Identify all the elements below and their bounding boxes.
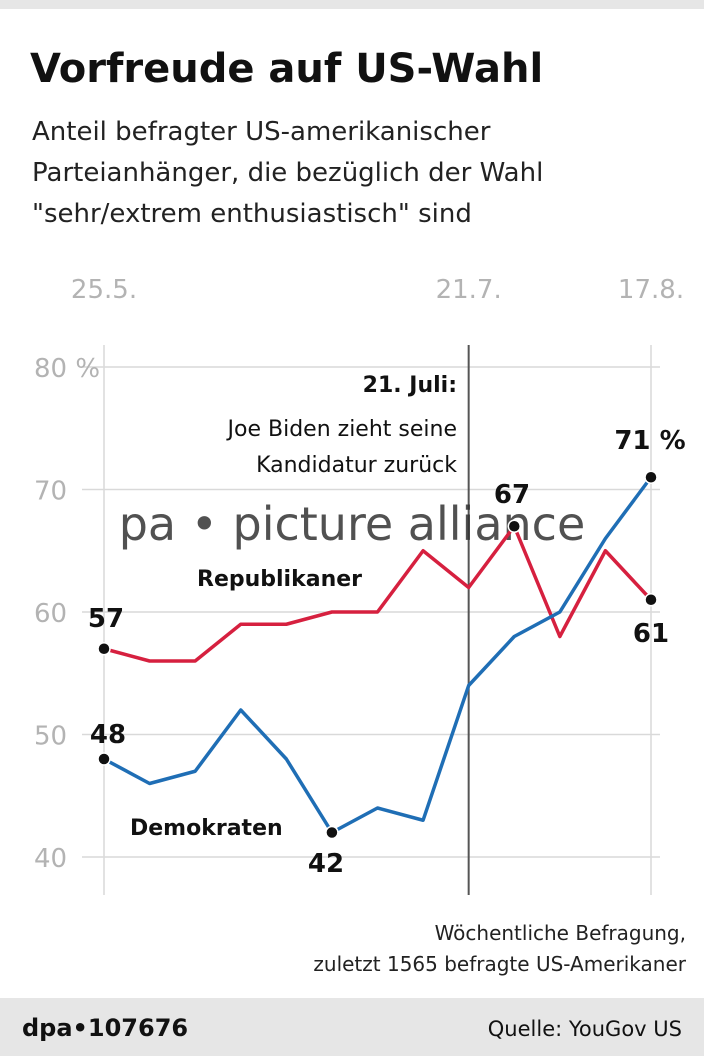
- note: zuletzt 1565 befragte US-Amerikaner: [313, 952, 686, 976]
- footer-source: Quelle: YouGov US: [488, 1017, 682, 1041]
- annotation: Kandidatur zurück: [256, 453, 457, 478]
- y-tick-label: 70: [34, 477, 67, 507]
- subtitle: Parteianhänger, die bezüglich der Wahl: [32, 158, 543, 188]
- note: Wöchentliche Befragung,: [435, 921, 686, 945]
- series-name: Republikaner: [197, 567, 362, 592]
- value-label: 67: [494, 480, 530, 510]
- series-name: Demokraten: [130, 816, 283, 841]
- y-tick-label: 60: [34, 599, 67, 629]
- series-line: [103, 524, 653, 663]
- value-label: 42: [308, 849, 344, 879]
- point: [644, 470, 658, 484]
- subtitle: Anteil befragter US-amerikanischer: [32, 117, 491, 147]
- point: [507, 519, 521, 533]
- x-tick-label: 17.8.: [618, 275, 684, 305]
- point: [644, 593, 658, 607]
- top-bar: [0, 0, 704, 9]
- footer-id: dpa•107676: [22, 1014, 188, 1042]
- y-tick-label: 80 %: [34, 354, 100, 384]
- point: [97, 642, 111, 656]
- x-tick-label: 21.7.: [436, 275, 502, 305]
- series-line: [103, 476, 653, 835]
- chart-title: Vorfreude auf US-Wahl: [30, 46, 543, 92]
- watermark: pa • picture alliance: [119, 497, 586, 551]
- value-label: 48: [90, 720, 126, 750]
- subtitle: "sehr/extrem enthusiastisch" sind: [32, 199, 472, 229]
- x-tick-label: 25.5.: [71, 275, 137, 305]
- y-tick-label: 50: [34, 722, 67, 752]
- footer-bar: [0, 998, 704, 1056]
- y-tick-label: 40: [34, 844, 67, 874]
- annotation: 21. Juli:: [363, 373, 457, 398]
- annotation: Joe Biden zieht seine: [226, 417, 457, 442]
- value-label: 57: [88, 604, 124, 634]
- point: [97, 752, 111, 766]
- value-label: 71 %: [614, 426, 685, 456]
- point: [325, 825, 339, 840]
- value-label: 61: [633, 619, 669, 649]
